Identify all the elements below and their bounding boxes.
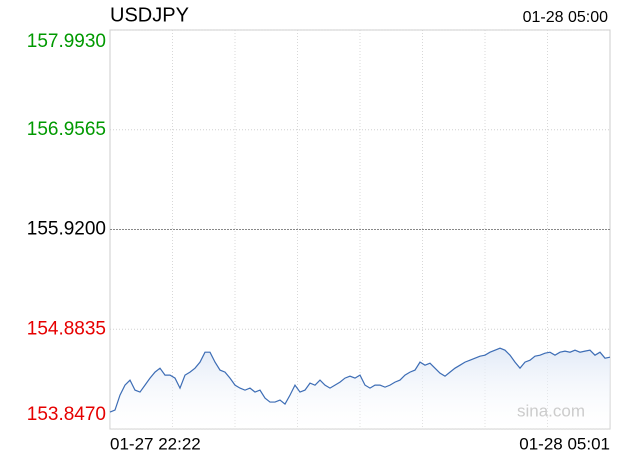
y-tick-label: 154.8835	[27, 318, 106, 339]
timestamp: 01-28 05:00	[523, 9, 609, 26]
chart-title: USDJPY	[110, 4, 189, 26]
y-tick-label: 156.9565	[27, 119, 106, 140]
area	[110, 348, 610, 429]
watermark: sina.com	[517, 401, 585, 420]
x-tick-label: 01-27 22:22	[110, 434, 201, 453]
price-line	[109, 347, 611, 413]
x-tick-label: 01-28 05:01	[519, 434, 610, 453]
y-tick-label: 153.8470	[27, 404, 106, 425]
y-tick-label: 157.9930	[27, 31, 106, 52]
y-tick-label: 155.9200	[27, 219, 106, 240]
